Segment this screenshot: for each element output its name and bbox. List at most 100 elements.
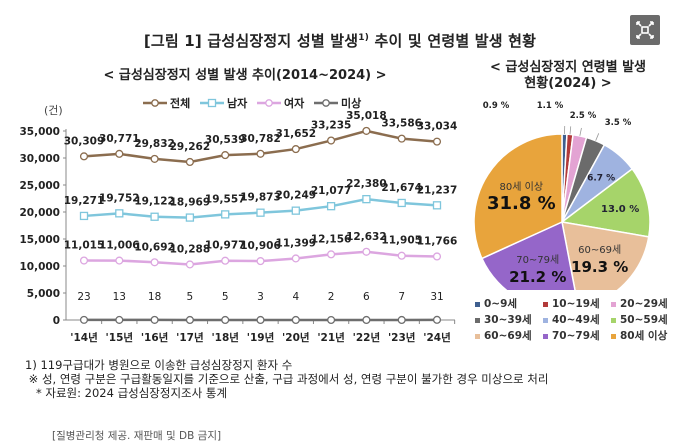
data-label: 18	[148, 291, 161, 303]
data-point	[221, 315, 230, 325]
legend-label: 80세 이상	[620, 330, 668, 342]
credit-text: [질병관리청 제공. 재판매 및 DB 금지]	[52, 430, 222, 442]
figure-title-text: [그림 1] 급성심장정지 성별 발생	[143, 32, 359, 50]
pie-slice-80세 이상	[473, 133, 563, 260]
data-label: 21,077	[311, 185, 352, 197]
data-label: 29,262	[170, 141, 211, 153]
y-tick-label: 10,000	[19, 261, 60, 273]
pie-legend-item: 50~59세	[611, 312, 668, 327]
data-point	[115, 149, 124, 158]
pie-legend-item: 30~39세	[475, 312, 532, 327]
data-point	[79, 211, 89, 221]
data-point	[432, 201, 442, 210]
figure-title-footnote: 1)	[358, 33, 370, 43]
data-point	[150, 258, 159, 267]
pie-leader-line	[579, 127, 582, 136]
legend-label: 0~9세	[484, 298, 518, 310]
data-point	[150, 154, 159, 163]
data-point	[432, 315, 442, 324]
data-label: 2	[328, 291, 335, 303]
y-axis-unit-label: (건)	[44, 104, 63, 117]
data-point	[115, 315, 124, 324]
pie-chart-title-line-1: < 급성심장정지 연령별 발생	[489, 60, 647, 75]
data-label: 23	[77, 291, 90, 303]
data-label: 19,557	[205, 193, 246, 205]
legend-label: 10~19세	[552, 298, 600, 310]
data-point	[185, 213, 195, 222]
data-point	[326, 202, 336, 211]
data-label: 30,309	[64, 135, 105, 147]
legend-swatch	[611, 333, 616, 339]
legend-marker	[207, 98, 217, 108]
data-label: 11,399	[276, 237, 317, 249]
data-label: 21,674	[381, 182, 422, 194]
x-tick-label: '21년	[317, 331, 345, 344]
data-point	[256, 208, 265, 217]
data-label: 6	[363, 291, 370, 303]
expand-button[interactable]	[630, 15, 660, 45]
data-label: 7	[398, 291, 405, 303]
footnote-3: * 자료원: 2024 급성심장정지조사 통계	[25, 386, 228, 400]
data-label: 30,771	[99, 133, 140, 145]
y-tick-label: 0	[53, 315, 60, 327]
footnotes: 1) 119구급대가 병원으로 이송한 급성심장정지 환자 수 ※ 성, 연령 …	[25, 358, 548, 400]
pie-slice-70~79세	[480, 220, 576, 290]
legend-marker	[151, 99, 159, 107]
y-tick-label: 35,000	[19, 126, 60, 138]
data-point	[185, 157, 194, 167]
x-tick-label: '22년	[353, 331, 381, 344]
x-tick-label: '14년	[70, 331, 98, 344]
data-point	[397, 315, 406, 325]
footnote-1: 1) 119구급대가 병원으로 이송한 급성심장정지 환자 수	[25, 358, 293, 372]
data-point	[221, 151, 230, 160]
pie-inner-name: 60~69세	[578, 244, 621, 256]
data-label: 3	[257, 291, 264, 303]
data-label: 11,905	[381, 235, 422, 247]
pie-legend-item: 10~19세	[543, 296, 600, 311]
data-point	[397, 134, 406, 143]
pie-label: 6.7 %	[587, 174, 615, 184]
legend-swatch	[611, 301, 616, 307]
legend-swatch	[543, 317, 548, 323]
data-point	[362, 194, 371, 204]
pie-label: 0.9 %	[483, 101, 510, 111]
legend-label: 남자	[227, 96, 248, 110]
x-tick-label: '15년	[106, 331, 134, 344]
data-point	[115, 256, 124, 265]
pie-legend-item: 60~69세	[475, 328, 532, 343]
data-point	[397, 251, 406, 260]
data-point	[327, 315, 336, 325]
data-point	[221, 256, 230, 265]
y-tick-label: 20,000	[19, 207, 60, 219]
line-chart: (건) 0 5,000 10,000 15,000 20,000 25,000 30,000 3…	[19, 96, 458, 344]
legend-label: 전체	[170, 96, 190, 110]
data-label: 21,237	[417, 184, 458, 196]
x-tick-label: '23년	[388, 331, 416, 344]
data-label: 31,652	[276, 128, 317, 140]
data-point	[150, 315, 159, 324]
pie-label: 31.8 %	[487, 193, 556, 214]
data-point	[291, 315, 300, 325]
data-label: 30,782	[240, 133, 281, 145]
pie-chart: 0.9 % 1.1 % 2.5 % 3.5 % 6.7 % 13.0 % 60~69세 19.…	[473, 101, 651, 290]
data-label: 11,006	[99, 240, 140, 252]
legend-label: 여자	[284, 96, 305, 110]
x-tick-label: '18년	[211, 331, 239, 344]
legend-swatch	[543, 333, 548, 339]
y-tick-label: 30,000	[19, 153, 60, 165]
data-point	[362, 315, 371, 325]
data-point	[291, 206, 300, 215]
data-label: 33,235	[311, 120, 352, 132]
data-label: 10,906	[240, 240, 281, 252]
data-point	[256, 315, 265, 325]
legend-swatch	[475, 333, 480, 339]
legend-item-0: 전체	[143, 96, 190, 110]
pie-label: 21.2 %	[509, 268, 566, 286]
pie-label: 3.5 %	[605, 118, 632, 128]
data-label: 20,249	[276, 190, 317, 202]
data-point	[115, 209, 124, 218]
data-label: 29,832	[134, 138, 175, 150]
data-label: 30,539	[205, 134, 246, 146]
pie-leader-line	[569, 126, 572, 135]
legend-swatch	[543, 301, 548, 307]
